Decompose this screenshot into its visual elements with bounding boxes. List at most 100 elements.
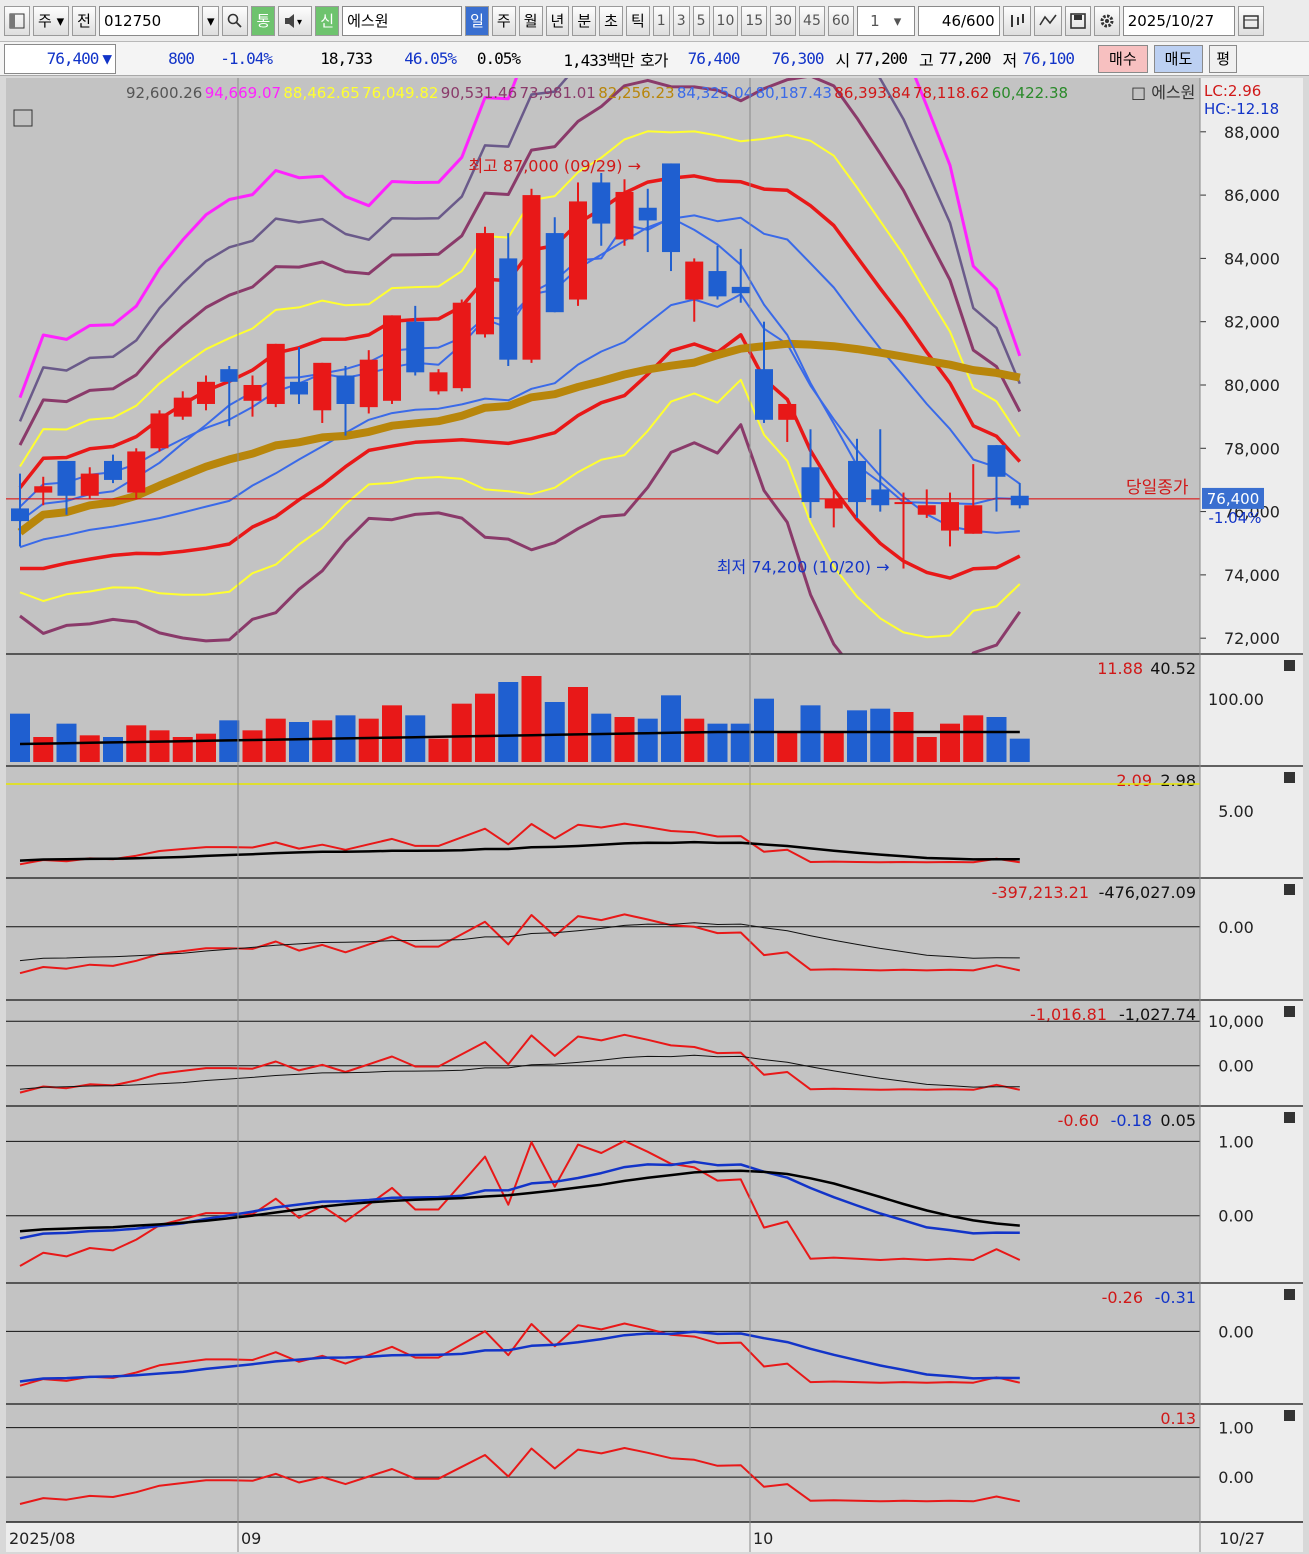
x-tick-label: 10/27 bbox=[1219, 1529, 1265, 1548]
candle-body bbox=[662, 163, 680, 253]
down-arrow-icon: ▼ bbox=[102, 49, 112, 68]
candle-body bbox=[127, 451, 146, 493]
search-icon[interactable] bbox=[222, 5, 249, 36]
panel-tick-label: 0.00 bbox=[1218, 1322, 1254, 1341]
compare-icon[interactable] bbox=[1033, 5, 1062, 36]
legend-value: 92,600.26 bbox=[126, 84, 202, 102]
volume-bar bbox=[823, 732, 844, 762]
lc-label: LC:2.96 bbox=[1204, 82, 1261, 100]
legend-value: 88,462.65 bbox=[283, 84, 359, 102]
candle-body bbox=[871, 489, 890, 506]
volume-bar bbox=[870, 708, 891, 762]
market-label: 주 bbox=[38, 12, 52, 30]
panel-legend-value: -0.26 bbox=[1102, 1288, 1143, 1307]
period-minute[interactable]: 분 bbox=[572, 5, 597, 36]
candle-body bbox=[57, 460, 76, 496]
shin-button[interactable]: 신 bbox=[315, 5, 340, 36]
candle-body bbox=[104, 460, 122, 480]
band-lines bbox=[17, 78, 1022, 654]
legend-value: 76,049.82 bbox=[362, 84, 438, 102]
avg-button[interactable]: 평 bbox=[1209, 44, 1238, 73]
stock-chart[interactable]: 88,000 86,000 84,000 82,000 80,000 78,000 76,0… bbox=[6, 78, 1303, 1552]
name-field[interactable]: 에스원 bbox=[342, 5, 463, 36]
price-field: 76,400 ▼ bbox=[4, 43, 116, 74]
interval-45[interactable]: 45 bbox=[799, 5, 825, 36]
code-input[interactable]: 012750 bbox=[98, 5, 199, 36]
chevron-down-icon: ▾ bbox=[893, 11, 902, 30]
settings-icon[interactable] bbox=[1093, 5, 1120, 36]
volume-bar bbox=[684, 718, 705, 762]
candle-body bbox=[708, 271, 727, 297]
scope-button[interactable]: 전 bbox=[72, 5, 96, 36]
band-lower-red-line bbox=[20, 333, 1021, 580]
calendar-icon[interactable] bbox=[1237, 5, 1264, 36]
candle-body bbox=[34, 486, 53, 493]
market-select[interactable]: 주 ▾ bbox=[33, 5, 70, 36]
interval-30[interactable]: 30 bbox=[770, 5, 797, 36]
interval-select[interactable]: 1 ▾ bbox=[856, 5, 915, 36]
period-year[interactable]: 년 bbox=[545, 5, 570, 36]
save-icon[interactable] bbox=[1064, 5, 1091, 36]
high-price: 77,200 bbox=[938, 49, 992, 68]
legend-value: 94,669.07 bbox=[205, 84, 281, 102]
x-tick-label: 2025/08 bbox=[9, 1529, 75, 1548]
count-field[interactable]: 46/600 bbox=[917, 5, 1000, 36]
candle-body bbox=[80, 473, 99, 496]
volume-bar bbox=[568, 687, 588, 762]
sell-button[interactable]: 매도 bbox=[1153, 44, 1204, 73]
price-panel: 88,000 86,000 84,000 82,000 80,000 78,000 76,0… bbox=[6, 78, 1280, 654]
legend-value: 84,325.04 bbox=[677, 84, 753, 102]
interval-1[interactable]: 1 bbox=[652, 5, 670, 36]
interval-5[interactable]: 5 bbox=[692, 5, 710, 36]
ind1-red-line bbox=[19, 822, 1020, 866]
tong-button[interactable]: 통 bbox=[251, 5, 276, 36]
volume-value: 18,733 bbox=[320, 49, 373, 68]
candle-body bbox=[197, 381, 215, 404]
candle-body bbox=[545, 233, 564, 313]
period-month[interactable]: 월 bbox=[518, 5, 543, 36]
candle-body bbox=[755, 369, 773, 420]
quote-bar: 76,400 ▼ 800 -1.04% 18,733 46.05% 0.05% … bbox=[0, 42, 1309, 76]
ind5-red-line bbox=[19, 1322, 1021, 1387]
volume-bar bbox=[614, 717, 635, 762]
panel-tick-label: 100.00 bbox=[1208, 690, 1264, 709]
period-day[interactable]: 일 bbox=[465, 5, 489, 36]
candle-body bbox=[11, 508, 29, 522]
panel-tick-label: 10,000 bbox=[1208, 1012, 1264, 1031]
indicator-panels: 40.5211.88100.002.982.095.00-476,027.09-… bbox=[6, 653, 1303, 1505]
volume-bar bbox=[986, 717, 1007, 762]
x-tick-label: 09 bbox=[241, 1529, 261, 1548]
candle-body bbox=[336, 375, 355, 404]
interval-3[interactable]: 3 bbox=[672, 5, 690, 36]
candle-body bbox=[476, 233, 494, 335]
interval-60[interactable]: 60 bbox=[827, 5, 854, 36]
indicator-icon[interactable] bbox=[1002, 5, 1031, 36]
interval-10[interactable]: 10 bbox=[712, 5, 739, 36]
period-tick[interactable]: 틱 bbox=[625, 5, 650, 36]
volume-bar bbox=[242, 730, 263, 762]
candle-body bbox=[452, 302, 471, 389]
high-label: 고 bbox=[918, 50, 934, 70]
interval-15[interactable]: 15 bbox=[741, 5, 768, 36]
period-second[interactable]: 초 bbox=[599, 5, 623, 36]
volume-bar bbox=[800, 705, 821, 762]
ind3-red-line bbox=[19, 1033, 1021, 1094]
candle-body bbox=[731, 286, 750, 294]
band-yellow-line bbox=[19, 130, 1021, 468]
date-field[interactable]: 2025/10/27 bbox=[1122, 5, 1235, 36]
speaker-icon[interactable]: ▾ bbox=[278, 5, 313, 36]
candle-body bbox=[778, 403, 797, 420]
code-dropdown-button[interactable]: ▾ bbox=[201, 5, 220, 36]
candle-body bbox=[824, 498, 843, 509]
window-icon[interactable] bbox=[4, 5, 30, 36]
panel-legend-value: -397,213.21 bbox=[992, 883, 1089, 902]
panel-legend-value: -1,016.81 bbox=[1030, 1005, 1107, 1024]
band-pink-line bbox=[18, 78, 1022, 399]
panel-close-icon bbox=[1284, 1289, 1295, 1300]
buy-button[interactable]: 매수 bbox=[1098, 44, 1148, 73]
period-week[interactable]: 주 bbox=[491, 5, 516, 36]
y-tick-label: 82,000 bbox=[1224, 313, 1280, 332]
candle-body bbox=[266, 343, 285, 404]
volume-bar bbox=[33, 737, 54, 762]
volume-bar bbox=[126, 725, 147, 762]
